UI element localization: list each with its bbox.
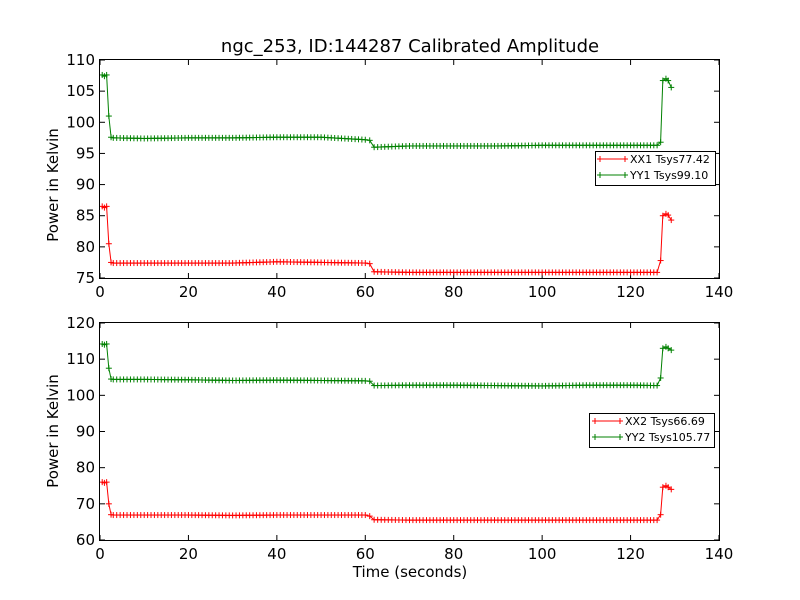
bottom-legend: XX2 Tsys66.69 YY2 Tsys105.77: [589, 413, 715, 448]
x-tick-label: 60: [356, 283, 375, 301]
data-point: [105, 500, 112, 507]
x-tick-label: 80: [444, 545, 463, 563]
data-point: [659, 212, 666, 219]
legend-key-xx1: [597, 156, 628, 162]
data-point: [366, 260, 373, 267]
legend-label-yy1: YY1 Tsys99.10: [629, 169, 708, 182]
legend-key-xx2: [592, 418, 623, 424]
data-point: [366, 378, 373, 385]
chart-title: ngc_253, ID:144287 Calibrated Amplitude: [221, 36, 599, 57]
data-point: [362, 136, 369, 143]
data-point: [668, 347, 675, 354]
y-tick-label: 85: [76, 207, 95, 225]
y-tick-label: 95: [76, 144, 95, 162]
data-point: [665, 212, 672, 219]
x-tick-label: 40: [267, 545, 286, 563]
data-point: [657, 257, 664, 264]
data-series: [99, 340, 675, 389]
y-tick-label: 120: [66, 314, 95, 332]
data-point: [665, 345, 672, 352]
y-tick-label: 90: [76, 176, 95, 194]
x-tick-label: 140: [705, 545, 734, 563]
y-tick-label: 60: [76, 531, 95, 549]
data-point: [659, 77, 666, 84]
x-tick-label: 140: [705, 283, 734, 301]
data-point: [103, 71, 110, 78]
y-tick-label: 80: [76, 238, 95, 256]
x-tick-label: 20: [179, 283, 198, 301]
y-tick-label: 105: [66, 82, 95, 100]
data-point: [654, 269, 661, 276]
data-series: [99, 479, 675, 524]
x-tick-label: 120: [616, 545, 645, 563]
data-series: [99, 71, 675, 151]
legend-box: [589, 413, 715, 448]
y-tick-label: 100: [66, 113, 95, 131]
x-tick-label: 20: [179, 545, 198, 563]
legend-key-yy1: [597, 172, 628, 178]
top-subplot: ngc_253, ID:144287 Calibrated Amplitude …: [44, 36, 733, 301]
x-axis-label: Time (seconds): [352, 563, 468, 581]
data-series: [99, 203, 675, 276]
data-point: [657, 374, 664, 381]
top-legend: XX1 Tsys77.42 YY1 Tsys99.10: [595, 151, 716, 186]
data-point: [362, 260, 369, 267]
y-tick-label: 80: [76, 459, 95, 477]
data-point: [103, 479, 110, 486]
y-tick-label: 70: [76, 495, 95, 513]
x-tick-label: 100: [528, 283, 557, 301]
data-point: [366, 513, 373, 520]
y-tick-label: 100: [66, 386, 95, 404]
top-series: [99, 71, 675, 276]
y-tick-label: 110: [66, 350, 95, 368]
legend-box: [595, 151, 716, 186]
y-tick-label: 90: [76, 423, 95, 441]
x-tick-label: 100: [528, 545, 557, 563]
legend-label-yy2: YY2 Tsys105.77: [624, 431, 710, 444]
legend-key-yy2: [592, 434, 623, 440]
data-point: [665, 77, 672, 84]
data-point: [105, 240, 112, 247]
data-point: [105, 365, 112, 372]
x-tick-label: 0: [95, 283, 105, 301]
x-tick-label: 80: [444, 283, 463, 301]
data-point: [362, 512, 369, 519]
y-axis-label: Power in Kelvin: [44, 128, 62, 242]
bottom-subplot: Power in Kelvin Time (seconds) 0 20 40 60 80…: [44, 314, 733, 581]
bottom-series: [99, 340, 675, 524]
y-tick-label: 110: [66, 51, 95, 69]
data-point: [105, 113, 112, 120]
data-point: [665, 484, 672, 491]
top-plot-frame: [99, 59, 720, 279]
data-point: [657, 139, 664, 146]
bottom-ticks: 0 20 40 60 80 100 120 140 60 70 80 90 100 110 120: [66, 314, 733, 563]
data-point: [668, 486, 675, 493]
data-point: [659, 484, 666, 491]
bottom-plot-frame: [99, 322, 720, 541]
data-point: [668, 217, 675, 224]
data-point: [659, 345, 666, 352]
data-point: [366, 137, 373, 144]
data-point: [103, 203, 110, 210]
x-tick-label: 60: [356, 545, 375, 563]
data-point: [654, 517, 661, 524]
data-point: [668, 84, 675, 91]
y-axis-label: Power in Kelvin: [44, 374, 62, 488]
legend-label-xx2: XX2 Tsys66.69: [625, 415, 705, 428]
top-ticks: 0 20 40 60 80 100 120 140 75 80 85 90 95 100 105 110: [66, 51, 733, 301]
x-tick-label: 120: [616, 283, 645, 301]
legend-label-xx1: XX1 Tsys77.42: [630, 153, 710, 166]
y-tick-label: 75: [76, 269, 95, 287]
x-tick-label: 0: [95, 545, 105, 563]
x-tick-label: 40: [267, 283, 286, 301]
data-point: [103, 340, 110, 347]
data-point: [654, 142, 661, 149]
data-point: [654, 382, 661, 389]
data-point: [657, 511, 664, 518]
